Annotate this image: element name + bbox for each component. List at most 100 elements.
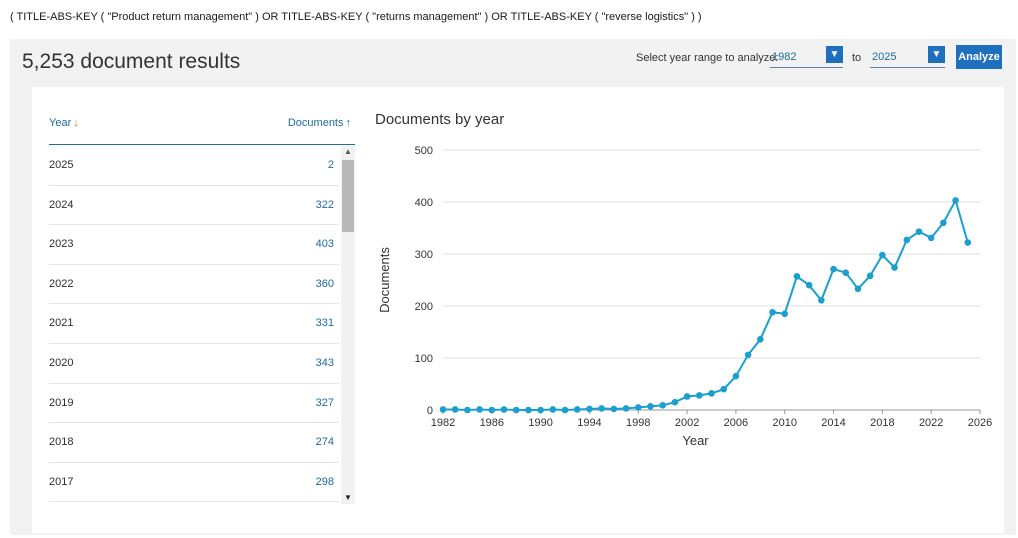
x-tick-label: 2014 <box>821 417 845 429</box>
table-row: 2024 322 <box>49 186 339 226</box>
data-point <box>598 405 605 412</box>
year-range-label: Select year range to analyze: <box>636 52 779 64</box>
scroll-down-arrow-icon[interactable]: ▼ <box>344 493 352 502</box>
documents-link[interactable]: 2 <box>327 159 334 171</box>
analysis-card <box>32 87 1004 533</box>
y-tick-label: 0 <box>427 405 433 417</box>
data-point <box>940 219 947 227</box>
x-tick-label: 1998 <box>626 417 650 429</box>
data-point <box>525 406 532 414</box>
data-point <box>879 251 886 259</box>
documents-link[interactable]: 403 <box>315 238 334 251</box>
data-point <box>647 403 654 410</box>
table-header: Year ↓ Documents ↑ <box>49 117 355 145</box>
data-point <box>500 406 508 413</box>
to-year-select[interactable]: 2025 ▼ <box>870 46 945 68</box>
table-row: 2018 274 <box>49 423 339 463</box>
year-cell: 2025 <box>49 159 74 171</box>
year-cell: 2019 <box>49 396 74 409</box>
data-point <box>757 335 764 343</box>
arrow-up-icon: ↑ <box>345 117 352 129</box>
documents-link[interactable]: 343 <box>315 356 334 369</box>
chart-title: Documents by year <box>375 111 505 128</box>
data-point <box>708 390 715 397</box>
data-point <box>952 197 959 204</box>
x-tick-label: 1982 <box>431 417 455 429</box>
x-tick-label: 1994 <box>577 417 601 429</box>
data-point <box>476 406 483 413</box>
data-point <box>537 406 544 414</box>
to-year-value: 2025 <box>872 51 897 63</box>
data-point <box>488 406 496 414</box>
documents-link[interactable]: 322 <box>315 198 334 211</box>
year-cell: 2024 <box>49 198 74 211</box>
data-point <box>793 273 801 280</box>
arrow-down-icon: ↓ <box>73 117 79 129</box>
data-point <box>634 404 642 411</box>
y-axis-label: Documents <box>377 247 392 313</box>
data-point <box>744 351 752 359</box>
documents-link[interactable]: 327 <box>315 396 334 409</box>
y-tick-label: 100 <box>415 353 433 365</box>
series-line <box>443 197 969 412</box>
column-header-year-label: Year <box>49 117 72 129</box>
x-tick-label: 2018 <box>870 417 894 429</box>
data-point <box>451 406 459 413</box>
data-point <box>720 385 728 393</box>
search-query: ( TITLE-ABS-KEY ( "Product return manage… <box>10 11 702 23</box>
y-tick-label: 400 <box>415 197 433 209</box>
year-cell: 2022 <box>49 277 74 290</box>
table-row: 2020 343 <box>49 344 339 384</box>
data-point <box>439 406 447 413</box>
data-point <box>512 406 520 414</box>
data-point <box>915 228 923 235</box>
x-tick-label: 1990 <box>528 417 552 429</box>
data-point <box>464 406 471 414</box>
data-point <box>683 393 691 400</box>
analyze-button[interactable]: Analyze <box>956 45 1002 69</box>
x-tick-label: 2010 <box>772 417 796 429</box>
data-point <box>781 310 789 318</box>
column-header-documents[interactable]: Documents ↑ <box>288 117 351 129</box>
to-label: to <box>852 52 862 64</box>
page-title: 5,253 document results <box>22 50 241 73</box>
column-header-year[interactable]: Year ↓ <box>49 117 79 129</box>
documents-link[interactable]: 298 <box>315 475 334 488</box>
documents-link[interactable]: 360 <box>315 277 334 290</box>
scroll-up-arrow-icon[interactable]: ▲ <box>344 147 352 156</box>
data-point <box>866 272 874 280</box>
table-scrollbar[interactable]: ▲ ▼ <box>341 146 355 504</box>
scroll-thumb[interactable] <box>342 160 354 232</box>
data-point <box>805 281 813 289</box>
data-point <box>622 405 630 412</box>
from-year-value: 1982 <box>772 51 797 63</box>
documents-by-year-chart: 0 100 200 300 400 500 1982 1986 1990 1994 1998 2002… <box>377 145 992 448</box>
data-point <box>549 406 557 413</box>
documents-link[interactable]: 331 <box>315 317 334 330</box>
data-point <box>842 269 850 277</box>
year-cell: 2021 <box>49 317 74 330</box>
data-point <box>927 234 935 242</box>
chevron-down-icon[interactable]: ▼ <box>826 46 843 63</box>
data-point <box>818 296 825 304</box>
x-tick-label: 2022 <box>919 417 943 429</box>
x-tick-label: 2026 <box>968 417 992 429</box>
documents-link[interactable]: 274 <box>315 436 334 449</box>
x-tick-label: 2002 <box>675 417 699 429</box>
table-row: 2022 360 <box>49 265 339 305</box>
data-point <box>659 402 666 409</box>
data-point <box>573 406 581 413</box>
data-point <box>610 405 618 413</box>
table-row: 2025 2 <box>49 146 339 186</box>
x-tick-label: 1986 <box>480 417 504 429</box>
table-row: 2017 298 <box>49 463 339 503</box>
data-point <box>586 405 593 413</box>
x-tick-label: 2006 <box>724 417 748 429</box>
data-point <box>903 236 911 244</box>
year-cell: 2020 <box>49 356 74 369</box>
year-cell: 2018 <box>49 436 74 449</box>
table-row: 2021 331 <box>49 304 339 344</box>
chevron-down-icon[interactable]: ▼ <box>928 46 945 63</box>
data-point <box>732 372 740 380</box>
from-year-select[interactable]: 1982 ▼ <box>770 46 843 68</box>
